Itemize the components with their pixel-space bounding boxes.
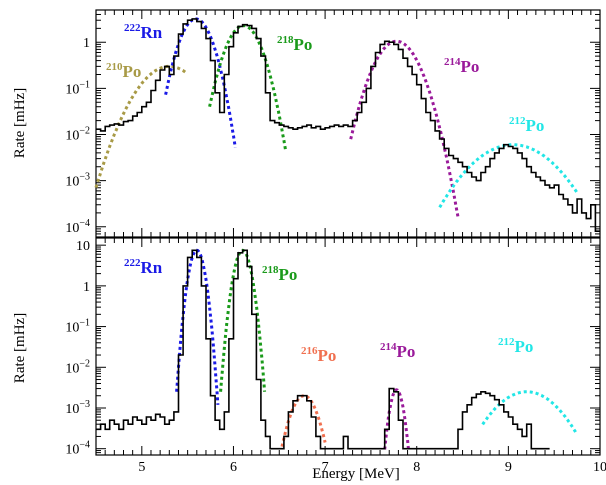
x-axis-label: Energy [MeV] <box>312 466 400 482</box>
peak-label-210po: 210Po <box>106 61 141 81</box>
bottom-peak-labels: 222Rn 218Po 216Po 214Po 212Po <box>124 257 533 365</box>
fit-curve-212po <box>438 143 579 209</box>
y-tick-label: 1 <box>83 280 90 295</box>
y-tick-label: 10−3 <box>65 172 90 190</box>
y-tick-label: 10−3 <box>65 399 90 417</box>
bottom-histogram <box>96 249 550 450</box>
peak-label-212po: 212Po <box>509 115 544 135</box>
peak-label-218po: 218Po <box>262 264 297 284</box>
bottom-panel: 5 6 7 8 9 10 10−4 10−3 10−2 10−1 1 10 222Rn 218Po 216… <box>12 237 606 482</box>
fit-curve-218po <box>219 248 267 392</box>
fit-curve-214po <box>383 388 410 450</box>
top-fit-curves <box>94 17 579 218</box>
x-tick-label: 9 <box>505 460 512 475</box>
x-tick-label: 7 <box>322 460 329 475</box>
x-tick-label: 8 <box>413 460 420 475</box>
x-tick-label: 10 <box>593 460 606 475</box>
top-panel: 10−4 10−3 10−2 10−1 1 222Rn 210Po 218Po 214Po 21… <box>12 9 601 238</box>
x-tick-label: 5 <box>138 460 145 475</box>
peak-label-222rn: 222Rn <box>124 22 163 42</box>
bottom-axis-ticks: 5 6 7 8 9 10 10−4 10−3 10−2 10−1 1 10 <box>65 238 606 475</box>
peak-label-214po: 214Po <box>444 56 479 76</box>
peak-label-212po: 212Po <box>498 336 533 356</box>
y-tick-label: 10−4 <box>65 218 90 236</box>
y-tick-label: 1 <box>83 36 90 51</box>
peak-label-214po: 214Po <box>380 341 415 361</box>
top-histogram <box>96 18 600 232</box>
peak-label-218po: 218Po <box>277 34 312 54</box>
peak-label-222rn: 222Rn <box>124 257 163 277</box>
y-tick-label: 10−2 <box>65 358 90 376</box>
fit-curve-212po <box>481 390 579 436</box>
top-y-axis-label: Rate [mHz] <box>12 88 28 158</box>
top-plot-frame <box>95 9 601 238</box>
y-tick-label: 10−2 <box>65 126 90 144</box>
peak-label-216po: 216Po <box>301 345 336 365</box>
bottom-y-axis-label: Rate [mHz] <box>12 313 28 383</box>
x-tick-label: 6 <box>230 460 237 475</box>
y-tick-label: 10−4 <box>65 440 90 458</box>
y-tick-label: 10−1 <box>65 79 90 97</box>
fit-curve-218po <box>208 24 288 152</box>
bottom-plot-frame <box>95 237 601 456</box>
y-tick-label: 10 <box>76 239 90 254</box>
y-tick-label: 10−1 <box>65 318 90 336</box>
top-peak-labels: 222Rn 210Po 218Po 214Po 212Po <box>106 22 544 135</box>
fit-curve-214po <box>349 39 460 218</box>
